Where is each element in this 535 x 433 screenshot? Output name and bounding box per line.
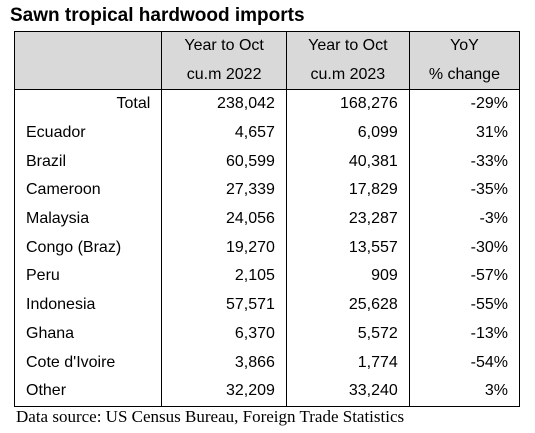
table-row: Brazil 60,599 40,381 -33% xyxy=(13,147,521,177)
country-cell: Congo (Braz) xyxy=(13,233,163,263)
header-2023-line2: cu.m 2023 xyxy=(286,60,410,90)
table-row: Malaysia 24,056 23,287 -3% xyxy=(13,204,521,234)
value-2023-cell: 5,572 xyxy=(286,319,410,349)
table-row: Other 32,209 33,240 3% xyxy=(13,376,521,407)
value-2023-cell: 13,557 xyxy=(286,233,410,263)
header-2023-line1: Year to Oct xyxy=(286,31,410,60)
change-cell: -33% xyxy=(409,147,521,177)
value-2023-cell: 1,774 xyxy=(286,348,410,377)
table-row: Cameroon 27,339 17,829 -35% xyxy=(13,176,521,205)
table-row: Ecuador 4,657 6,099 31% xyxy=(13,118,521,148)
change-cell: 3% xyxy=(409,376,521,407)
header-country-line2 xyxy=(13,60,163,90)
change-cell: -13% xyxy=(409,319,521,349)
change-cell: 31% xyxy=(409,118,521,148)
value-2022-cell: 19,270 xyxy=(161,233,287,263)
value-2023-cell: 23,287 xyxy=(286,204,410,234)
country-cell: Ghana xyxy=(13,319,163,349)
value-2023-cell: 909 xyxy=(286,262,410,291)
value-2022-cell: 4,657 xyxy=(161,118,287,148)
value-2022-cell: 238,042 xyxy=(161,89,287,119)
data-source-note: Data source: US Census Bureau, Foreign T… xyxy=(16,407,405,426)
header-row: cu.m 2022 cu.m 2023 % change xyxy=(13,60,521,90)
value-2023-cell: 40,381 xyxy=(286,147,410,177)
table-row: Indonesia 57,571 25,628 -55% xyxy=(13,290,521,320)
value-2023-cell: 6,099 xyxy=(286,118,410,148)
value-2022-cell: 24,056 xyxy=(161,204,287,234)
table-row-total: Total 238,042 168,276 -29% xyxy=(13,89,521,119)
country-cell: Malaysia xyxy=(13,204,163,234)
value-2022-cell: 6,370 xyxy=(161,319,287,349)
country-cell: Peru xyxy=(13,262,163,291)
value-2022-cell: 3,866 xyxy=(161,348,287,377)
value-2023-cell: 33,240 xyxy=(286,376,410,407)
value-2022-cell: 2,105 xyxy=(161,262,287,291)
value-2022-cell: 27,339 xyxy=(161,176,287,205)
imports-table: Year to Oct Year to Oct YoY cu.m 2022 cu… xyxy=(13,31,521,407)
header-country xyxy=(13,31,163,60)
country-cell: Ecuador xyxy=(13,118,163,148)
change-cell: -3% xyxy=(409,204,521,234)
table-title: Sawn tropical hardwood imports xyxy=(10,5,305,26)
header-2022-line2: cu.m 2022 xyxy=(161,60,287,90)
table-row: Peru 2,105 909 -57% xyxy=(13,262,521,291)
value-2023-cell: 17,829 xyxy=(286,176,410,205)
country-cell: Cameroon xyxy=(13,176,163,205)
header-2022-line1: Year to Oct xyxy=(161,31,287,60)
value-2023-cell: 168,276 xyxy=(286,89,410,119)
change-cell: -29% xyxy=(409,89,521,119)
table-row: Congo (Braz) 19,270 13,557 -30% xyxy=(13,233,521,263)
change-cell: -35% xyxy=(409,176,521,205)
country-cell: Brazil xyxy=(13,147,163,177)
change-cell: -30% xyxy=(409,233,521,263)
country-cell: Cote d'Ivoire xyxy=(13,348,163,377)
country-cell: Other xyxy=(13,376,163,407)
value-2023-cell: 25,628 xyxy=(286,290,410,320)
table-row: Ghana 6,370 5,572 -13% xyxy=(13,319,521,349)
country-cell: Total xyxy=(13,89,163,119)
table-row: Cote d'Ivoire 3,866 1,774 -54% xyxy=(13,348,521,377)
value-2022-cell: 57,571 xyxy=(161,290,287,320)
header-change-line2: % change xyxy=(409,60,521,90)
change-cell: -55% xyxy=(409,290,521,320)
change-cell: -57% xyxy=(409,262,521,291)
header-change-line1: YoY xyxy=(409,31,521,60)
change-cell: -54% xyxy=(409,348,521,377)
value-2022-cell: 60,599 xyxy=(161,147,287,177)
country-cell: Indonesia xyxy=(13,290,163,320)
value-2022-cell: 32,209 xyxy=(161,376,287,407)
header-row: Year to Oct Year to Oct YoY xyxy=(13,31,521,60)
